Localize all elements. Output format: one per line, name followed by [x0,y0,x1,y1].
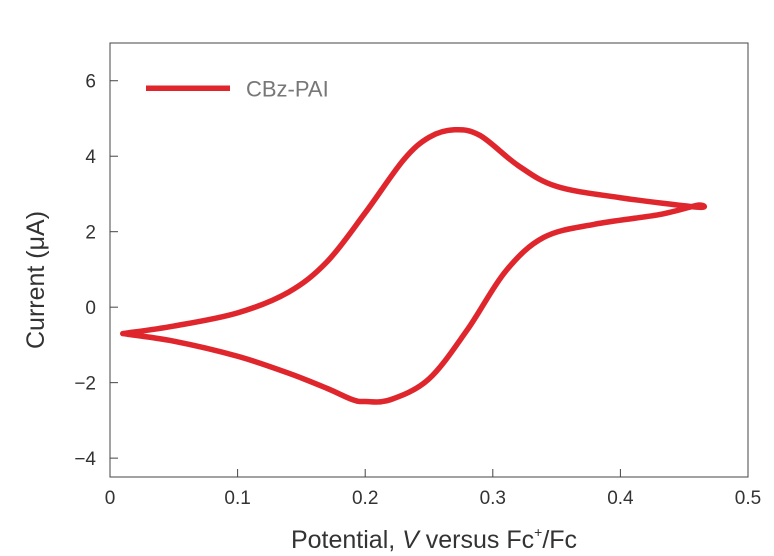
x-axis-title-suffix: /Fc [542,526,577,554]
ticks-layer: 0 0.1 0.2 0.3 0.4 0.5 −4 −2 0 2 4 6 [74,72,761,509]
x-tick-label: 0.1 [224,488,250,509]
x-axis-title-variable: V [402,526,421,554]
x-axis-title-prefix: Potential, [291,526,402,554]
legend: CBz-PAI [146,76,329,101]
plot-frame [109,42,749,478]
x-tick-label: 0.3 [480,488,506,509]
series-layer [120,126,707,405]
y-tick-label: 2 [85,223,96,244]
axes-layer [109,42,749,478]
series-line-0 [120,126,707,405]
y-tick-label: 6 [85,72,96,93]
x-axis-title-superscript: + [534,524,542,540]
y-tick-label: 0 [85,298,96,319]
legend-label: CBz-PAI [246,76,329,101]
x-axis-title-middle: versus Fc [419,526,534,554]
axis-titles: Potential, V versus Fc+/Fc Current (μA) [22,211,577,554]
x-axis-title: Potential, V versus Fc+/Fc [291,524,577,554]
x-tick-label: 0 [105,488,116,509]
x-tick-label: 0.5 [735,488,761,509]
y-tick-label: −4 [74,449,96,470]
y-tick-label: 4 [85,147,96,168]
x-tick-label: 0.4 [607,488,634,509]
x-tick-label: 0.2 [352,488,378,509]
y-tick-label: −2 [74,374,96,395]
y-axis-title: Current (μA) [22,211,50,349]
